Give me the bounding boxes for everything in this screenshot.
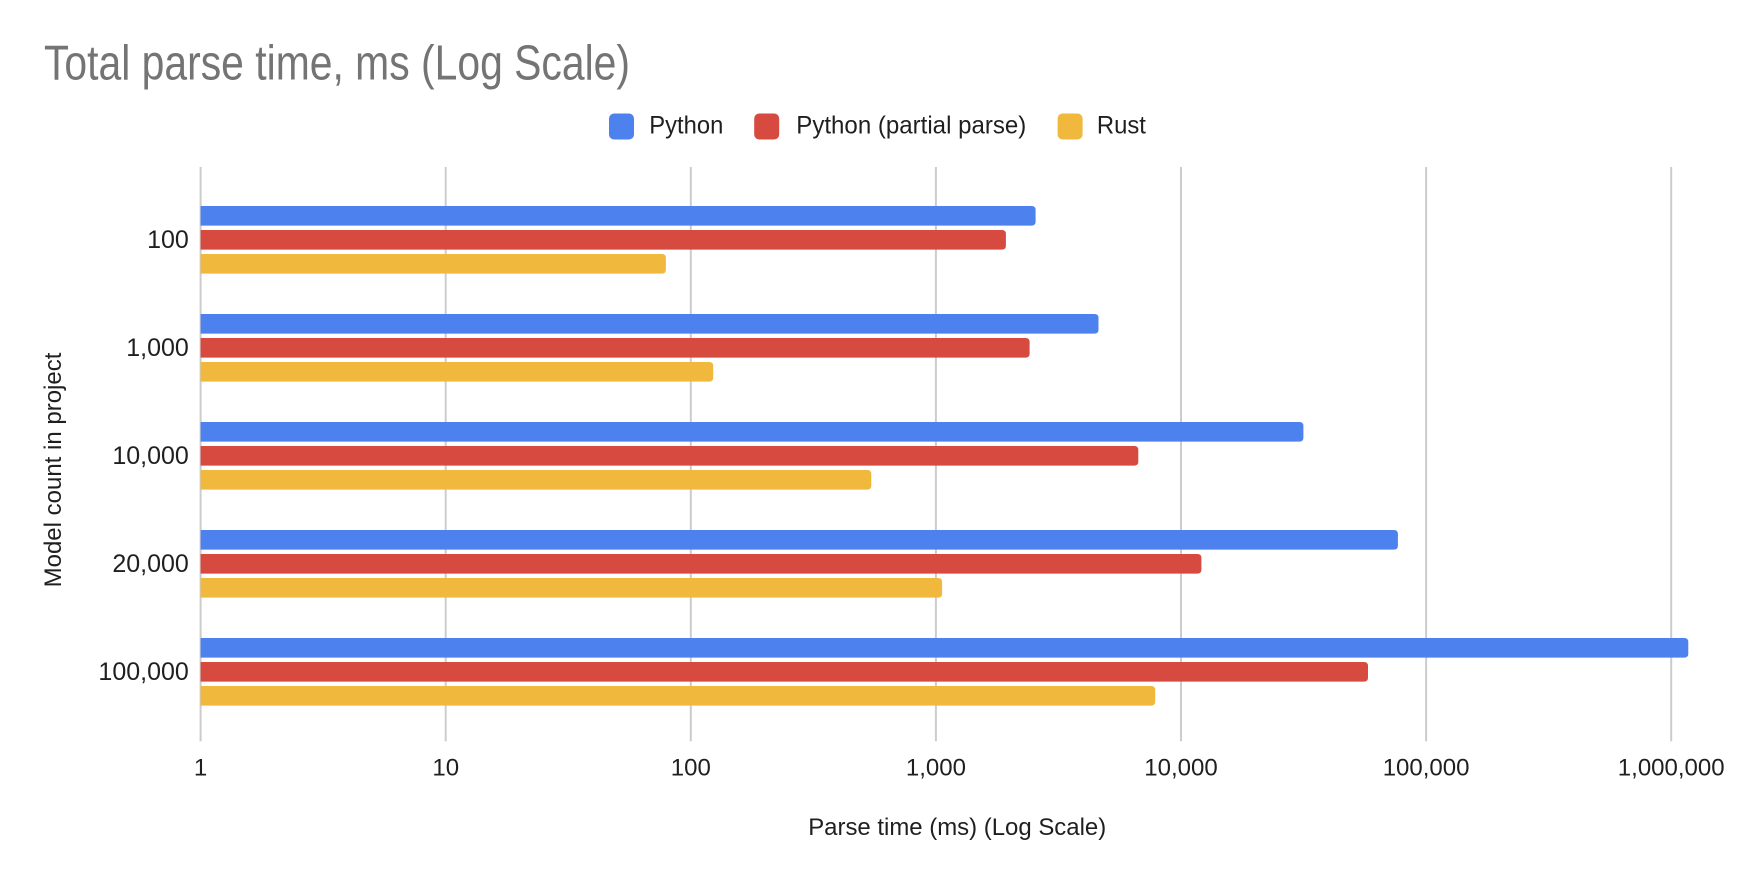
svg-text:20,000: 20,000 (112, 550, 188, 578)
svg-text:10,000: 10,000 (112, 442, 188, 470)
svg-text:Python (partial parse): Python (partial parse) (796, 112, 1026, 140)
svg-text:Total parse time, ms (Log Scal: Total parse time, ms (Log Scale) (44, 37, 630, 91)
svg-text:1,000: 1,000 (126, 334, 189, 362)
svg-text:10: 10 (432, 755, 459, 782)
svg-text:100,000: 100,000 (1383, 755, 1470, 782)
svg-text:1,000: 1,000 (906, 755, 966, 782)
svg-text:100: 100 (147, 226, 189, 254)
svg-text:100,000: 100,000 (98, 658, 188, 686)
svg-text:Parse time (ms) (Log Scale): Parse time (ms) (Log Scale) (808, 814, 1106, 841)
svg-text:10,000: 10,000 (1144, 755, 1217, 782)
svg-text:100: 100 (671, 755, 711, 782)
svg-text:Python: Python (649, 112, 723, 140)
svg-text:Model count in project: Model count in project (40, 352, 67, 587)
svg-text:Rust: Rust (1097, 112, 1146, 140)
svg-text:1: 1 (194, 755, 207, 782)
svg-text:1,000,000: 1,000,000 (1618, 755, 1725, 782)
